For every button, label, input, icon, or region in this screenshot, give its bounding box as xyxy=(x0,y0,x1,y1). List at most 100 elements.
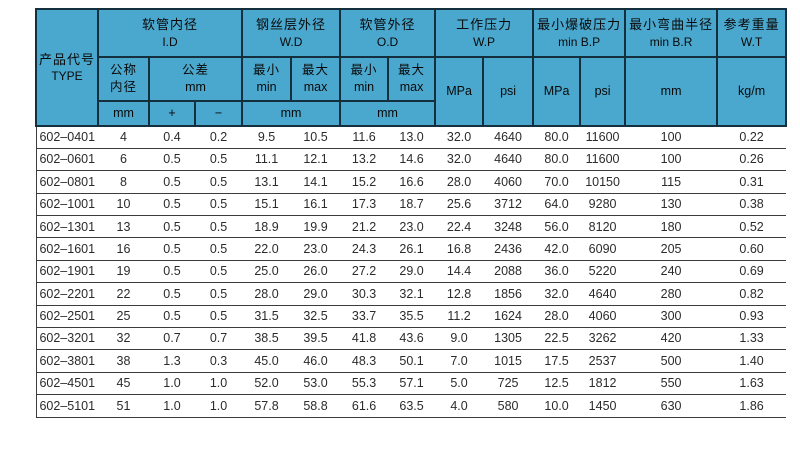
cell-type: 602–1001 xyxy=(35,193,98,217)
cell-bp_psi: 1812 xyxy=(580,372,626,396)
cell-br_mm: 100 xyxy=(625,126,718,149)
header-row-groups: 产品代号 TYPE 软管内径 I.D 钢丝层外径 W.D 软管外径 O.D 工作… xyxy=(35,8,788,127)
cell-wd_max: 58.8 xyxy=(291,394,341,418)
tolerance-plus-label: + xyxy=(168,106,176,121)
cell-type: 602–2501 xyxy=(35,305,98,329)
cell-wd_min: 45.0 xyxy=(242,349,292,373)
cell-wp_mpa: 7.0 xyxy=(435,349,484,373)
wd-unit-label: mm xyxy=(280,106,302,121)
cell-id_nominal_mm: 45 xyxy=(98,372,149,396)
cell-id_nominal_mm: 32 xyxy=(98,327,149,351)
table-row: 602–0801 8 0.5 0.5 13.1 14.1 15.2 16.6 28.0 4060 7… xyxy=(35,170,787,194)
cell-wp_psi: 2436 xyxy=(483,237,534,261)
table-row: 602–4501 45 1.0 1.0 52.0 53.0 55.3 57.1 5.0 725 12… xyxy=(35,372,787,396)
table-row: 602–2501 25 0.5 0.5 31.5 32.5 33.7 35.5 11.2 1624… xyxy=(35,305,787,329)
table-row: 602–1301 13 0.5 0.5 18.9 19.9 21.2 23.0 22.4 3248… xyxy=(35,215,787,239)
cell-wd_min: 15.1 xyxy=(242,193,292,217)
col-od-unit: mm xyxy=(339,100,437,127)
cell-br_mm: 420 xyxy=(625,327,718,351)
group-id-label-zh: 软管内径 xyxy=(142,17,199,33)
group-wp-label-zh: 工作压力 xyxy=(456,17,513,33)
col-bp-psi: psi xyxy=(579,56,627,127)
cell-tol_minus: 0.7 xyxy=(195,327,243,351)
cell-wp_psi: 1015 xyxy=(483,349,534,373)
cell-br_mm: 280 xyxy=(625,282,718,306)
cell-br_mm: 300 xyxy=(625,305,718,329)
cell-tol_plus: 0.5 xyxy=(149,260,195,284)
cell-type: 602–1901 xyxy=(35,260,98,284)
cell-wt_kgm: 0.69 xyxy=(717,260,787,284)
nominal-label-line1: 公称 xyxy=(109,63,137,78)
cell-type: 602–3801 xyxy=(35,349,98,373)
group-wd-label-zh: 钢丝层外径 xyxy=(256,17,327,33)
cell-bp_psi: 2537 xyxy=(580,349,626,373)
cell-wp_mpa: 14.4 xyxy=(435,260,484,284)
cell-od_min: 11.6 xyxy=(340,126,389,149)
col-group-bend-radius: 最小弯曲半径 min B.R xyxy=(624,8,719,58)
cell-wt_kgm: 1.33 xyxy=(717,327,787,351)
cell-bp_psi: 5220 xyxy=(580,260,626,284)
cell-wp_psi: 2088 xyxy=(483,260,534,284)
cell-wp_psi: 580 xyxy=(483,394,534,418)
col-od-max: 最大 max xyxy=(387,56,437,102)
cell-od_min: 61.6 xyxy=(340,394,389,418)
cell-od_max: 18.7 xyxy=(388,193,436,217)
group-wt-label-en: W.T xyxy=(740,34,763,49)
col-tolerance: 公差 mm xyxy=(147,56,244,102)
cell-bp_mpa: 80.0 xyxy=(533,148,581,172)
cell-wp_psi: 1856 xyxy=(483,282,534,306)
cell-wp_psi: 4060 xyxy=(483,170,534,194)
cell-id_nominal_mm: 16 xyxy=(98,237,149,261)
cell-od_max: 63.5 xyxy=(388,394,436,418)
col-bp-mpa: MPa xyxy=(532,56,582,127)
cell-wp_mpa: 25.6 xyxy=(435,193,484,217)
cell-od_min: 21.2 xyxy=(340,215,389,239)
cell-wp_psi: 725 xyxy=(483,372,534,396)
col-wd-max: 最大 max xyxy=(290,56,342,102)
cell-bp_mpa: 10.0 xyxy=(533,394,581,418)
cell-br_mm: 550 xyxy=(625,372,718,396)
cell-bp_mpa: 12.5 xyxy=(533,372,581,396)
cell-od_max: 29.0 xyxy=(388,260,436,284)
cell-wd_max: 16.1 xyxy=(291,193,341,217)
cell-wd_min: 18.9 xyxy=(242,215,292,239)
cell-tol_plus: 0.5 xyxy=(149,193,195,217)
cell-bp_psi: 11600 xyxy=(580,126,626,149)
cell-od_max: 23.0 xyxy=(388,215,436,239)
cell-bp_mpa: 70.0 xyxy=(533,170,581,194)
col-group-weight: 参考重量 W.T xyxy=(716,8,788,58)
table-row: 602–1601 16 0.5 0.5 22.0 23.0 24.3 26.1 16.8 2436… xyxy=(35,237,787,261)
cell-id_nominal_mm: 25 xyxy=(98,305,149,329)
cell-id_nominal_mm: 6 xyxy=(98,148,149,172)
cell-od_min: 27.2 xyxy=(340,260,389,284)
cell-wt_kgm: 0.31 xyxy=(717,170,787,194)
cell-tol_plus: 0.5 xyxy=(149,282,195,306)
table-row: 602–1001 10 0.5 0.5 15.1 16.1 17.3 18.7 25.6 3712… xyxy=(35,193,787,217)
table-header: 产品代号 TYPE 软管内径 I.D 钢丝层外径 W.D 软管外径 O.D 工作… xyxy=(35,8,788,127)
cell-tol_minus: 0.5 xyxy=(195,170,243,194)
cell-bp_psi: 1450 xyxy=(580,394,626,418)
br-mm-unit-label: mm xyxy=(660,84,682,99)
od-min-label-en: min xyxy=(353,80,375,94)
cell-od_min: 41.8 xyxy=(340,327,389,351)
cell-wt_kgm: 0.38 xyxy=(717,193,787,217)
cell-wd_max: 10.5 xyxy=(291,126,341,149)
cell-wd_max: 46.0 xyxy=(291,349,341,373)
cell-tol_minus: 0.5 xyxy=(195,193,243,217)
od-min-label-zh: 最小 xyxy=(350,63,378,78)
wd-max-label-zh: 最大 xyxy=(302,63,330,78)
cell-id_nominal_mm: 22 xyxy=(98,282,149,306)
wd-min-label-en: min xyxy=(256,80,277,94)
cell-wd_min: 11.1 xyxy=(242,148,292,172)
cell-wt_kgm: 0.82 xyxy=(717,282,787,306)
cell-bp_mpa: 36.0 xyxy=(533,260,581,284)
cell-wp_psi: 1624 xyxy=(483,305,534,329)
cell-bp_psi: 4060 xyxy=(580,305,626,329)
cell-bp_mpa: 56.0 xyxy=(533,215,581,239)
cell-wp_mpa: 11.2 xyxy=(435,305,484,329)
tolerance-minus-label: − xyxy=(214,106,223,121)
cell-tol_plus: 0.5 xyxy=(149,305,195,329)
cell-wd_max: 12.1 xyxy=(291,148,341,172)
col-nominal-unit: mm xyxy=(97,100,150,127)
cell-wd_min: 28.0 xyxy=(242,282,292,306)
